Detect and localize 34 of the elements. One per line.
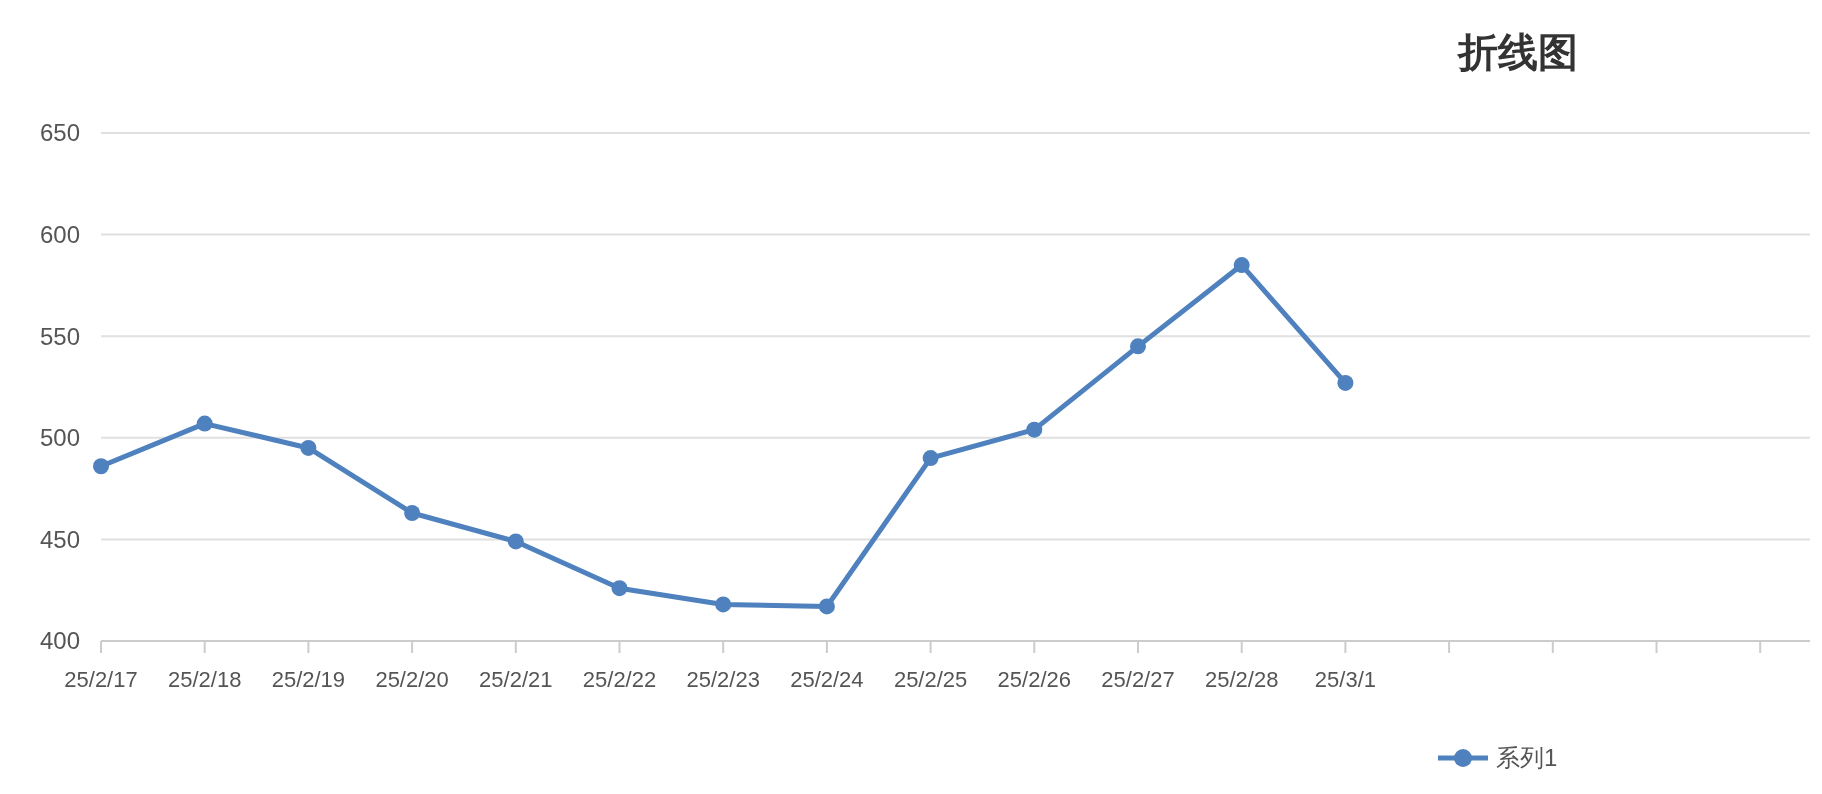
y-tick-label: 450 (39, 525, 81, 553)
point (922, 450, 939, 467)
x-tick-label: 25/3/1 (1314, 667, 1376, 692)
x-tick-label: 25/2/23 (686, 667, 760, 692)
point (818, 598, 835, 615)
point (196, 415, 213, 432)
point (1130, 338, 1146, 355)
chart-title: 折线图 (1456, 30, 1578, 74)
x-tick-label: 25/2/17 (64, 667, 138, 692)
y-tick-label: 550 (39, 322, 81, 350)
x-tick-label: 25/2/22 (582, 667, 657, 692)
x-tick-label: 25/2/21 (479, 667, 553, 692)
x-tick-label: 25/2/26 (997, 667, 1071, 692)
x-tick-label: 25/2/27 (1101, 667, 1175, 692)
point (300, 439, 317, 456)
x-tick-label: 25/2/28 (1205, 667, 1279, 692)
point (93, 458, 109, 475)
x-tick-label: 25/2/19 (271, 667, 346, 692)
point (507, 533, 524, 550)
point (1337, 374, 1354, 391)
y-tick-label: 600 (39, 221, 81, 248)
legend-label: 系列1 (1496, 744, 1558, 772)
y-tick-label: 650 (39, 119, 81, 147)
x-tick-label: 25/2/20 (375, 667, 449, 692)
point (1233, 257, 1250, 274)
point (715, 596, 732, 613)
x-tick-label: 25/2/24 (790, 667, 864, 692)
x-tick-label: 25/2/18 (168, 667, 242, 692)
point (611, 580, 628, 597)
x-tick-label: 25/2/25 (893, 667, 968, 692)
y-tick-label: 400 (39, 627, 81, 655)
y-tick-label: 500 (39, 424, 81, 452)
point (404, 504, 421, 521)
point (1026, 421, 1043, 438)
